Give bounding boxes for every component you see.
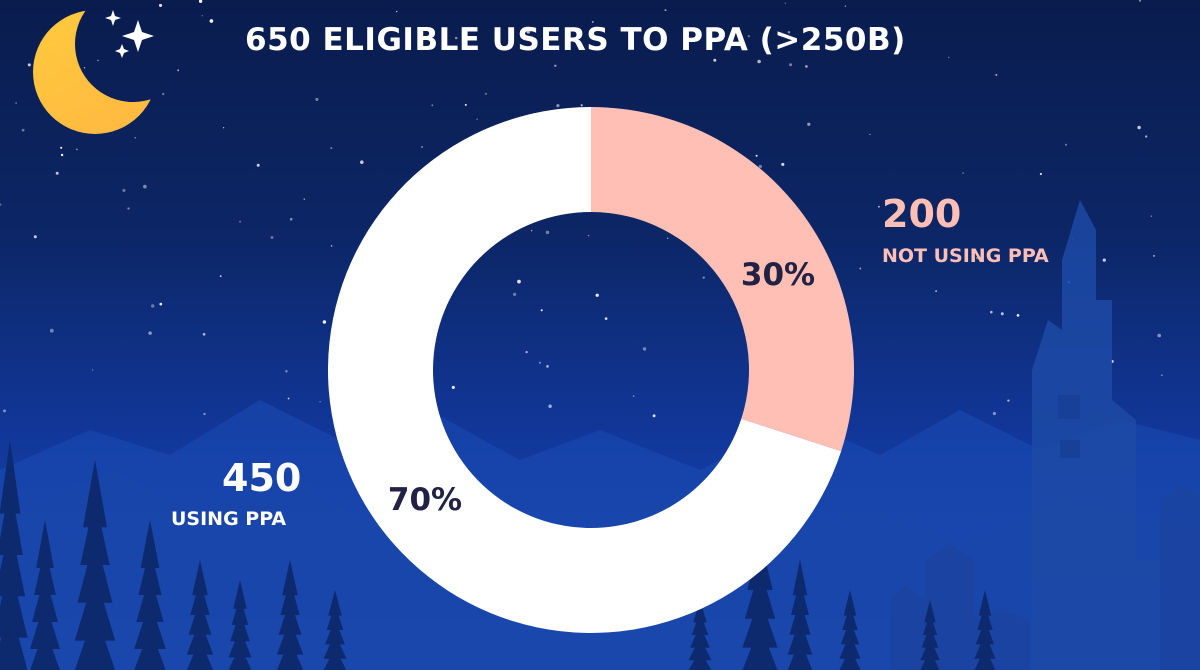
not-using-label: NOT USING PPA <box>882 245 1049 267</box>
slice-not-using <box>591 107 854 452</box>
slice-using <box>327 107 842 633</box>
percent-label-not-using: 30% <box>741 257 815 293</box>
using-count: 450 <box>222 456 302 500</box>
using-label: USING PPA <box>171 508 287 530</box>
not-using-count: 200 <box>882 192 962 236</box>
chart-title: 650 ELIGIBLE USERS TO PPA (>250B) <box>245 22 906 58</box>
sparkle-star-icon <box>105 10 154 58</box>
percent-label-using: 70% <box>388 482 462 518</box>
